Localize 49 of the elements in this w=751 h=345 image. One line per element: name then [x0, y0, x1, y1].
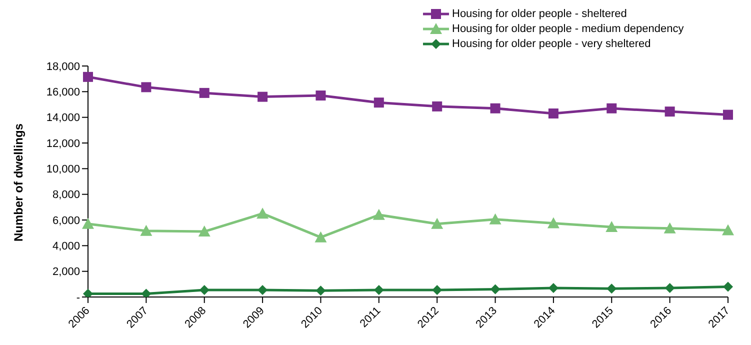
point [256, 208, 269, 219]
point [490, 103, 500, 114]
legend-label: Housing for older people - medium dependency [452, 23, 684, 35]
y-tick-label: 8,000 [52, 189, 80, 202]
legend-label: Housing for older people - very sheltered [452, 38, 651, 50]
y-tick-label: 16,000 [46, 86, 80, 99]
y-axis-title: Number of dwellings [11, 123, 26, 242]
point [141, 82, 152, 92]
point [548, 283, 558, 294]
y-tick-label: 14,000 [46, 112, 80, 124]
point [372, 208, 385, 220]
point [432, 101, 442, 112]
point [664, 283, 675, 294]
point [431, 218, 444, 229]
point [198, 226, 210, 237]
point [199, 88, 210, 98]
point [82, 218, 94, 229]
point [547, 217, 560, 228]
point [314, 231, 327, 242]
point [664, 106, 675, 117]
point [548, 108, 558, 118]
y-tick-label: 10,000 [46, 164, 80, 176]
y-tick-label: - [76, 292, 80, 304]
point [490, 284, 500, 294]
point [316, 90, 326, 101]
y-tick-label: 12,000 [46, 138, 80, 150]
legend-label: Housing for older people - sheltered [452, 8, 627, 20]
point [141, 288, 152, 297]
point [374, 98, 384, 108]
point [606, 221, 618, 232]
point [722, 224, 734, 236]
point [258, 92, 268, 102]
point [606, 284, 617, 294]
point [664, 222, 676, 234]
point [199, 284, 210, 295]
point [723, 110, 733, 120]
y-tick-label: 2,000 [52, 266, 80, 278]
point [432, 284, 442, 295]
y-tick-label: 4,000 [52, 240, 80, 253]
point [723, 282, 733, 292]
y-tick-label: 18,000 [46, 60, 80, 73]
point [489, 213, 502, 224]
point [258, 284, 268, 295]
point [606, 103, 617, 114]
y-tick-label: 6,000 [52, 214, 80, 227]
point [316, 286, 326, 296]
point [83, 72, 93, 82]
point [140, 224, 152, 236]
point [374, 284, 384, 295]
